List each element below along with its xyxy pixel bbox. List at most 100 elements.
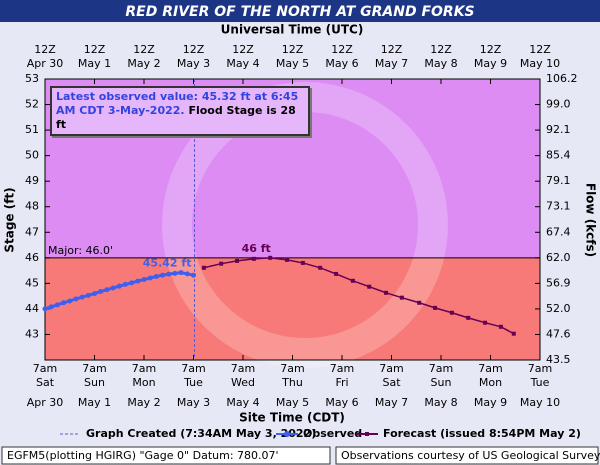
observed-point (178, 270, 184, 276)
observed-point (67, 298, 73, 304)
forecast-point (466, 315, 471, 320)
top-axis-title: Universal Time (UTC) (221, 23, 364, 37)
x-tick-weekday: Sat (36, 376, 55, 389)
observed-point (135, 278, 141, 284)
y2-tick-label: 85.4 (546, 149, 571, 162)
flood-stage-text: Flood Stage is 28 ft (56, 104, 296, 131)
footer-box (335, 446, 599, 465)
y-tick-label: 49 (25, 174, 39, 187)
x-tick-date: May 6 (325, 396, 358, 409)
observed-point (85, 292, 91, 298)
x-tick-time: 7am (132, 362, 156, 375)
observed-point (98, 289, 104, 295)
observed-point (141, 277, 147, 283)
x-top-tick-date: May 5 (276, 57, 309, 70)
y2-tick-label: 56.9 (546, 276, 571, 289)
x-tick-weekday: Sat (382, 376, 401, 389)
observed-point (147, 275, 153, 281)
x-tick-date: May 10 (520, 396, 560, 409)
forecast-point (268, 255, 273, 260)
x-tick-date: May 4 (226, 396, 259, 409)
y2-tick-label: 52.0 (546, 302, 571, 315)
footer-text: Observations courtesy of US Geological S… (341, 449, 600, 462)
x-tick-time: 7am (528, 362, 552, 375)
forecast-point (449, 310, 454, 315)
observed-point (92, 291, 97, 297)
y-tick-label: 43 (25, 327, 39, 340)
peak-label: 45.42 ft (143, 257, 192, 270)
x-tick-weekday: Tue (183, 376, 203, 389)
y2-tick-label: 47.6 (546, 327, 571, 340)
y2-tick-label: 67.4 (546, 225, 571, 238)
x-top-tick-date: May 7 (375, 57, 408, 70)
y-tick-label: 53 (25, 72, 39, 85)
x-top-tick-date: May 4 (226, 57, 259, 70)
y-tick-label: 50 (25, 149, 39, 162)
observed-point (184, 271, 190, 277)
forecast-point (433, 305, 438, 310)
x-tick-date: May 8 (424, 396, 457, 409)
forecast-point (334, 271, 339, 276)
x-tick-time: 7am (33, 362, 57, 375)
x-tick-time: 7am (231, 362, 255, 375)
peak-label: 46 ft (242, 242, 271, 255)
forecast-point (384, 290, 389, 295)
x-top-tick-time: 12Z (331, 43, 353, 56)
x-tick-time: 7am (379, 362, 403, 375)
x-tick-date: May 2 (127, 396, 160, 409)
x-tick-date: May 9 (474, 396, 507, 409)
x-tick-date: May 1 (78, 396, 111, 409)
chart-title: RED RIVER OF THE NORTH AT GRAND FORKS (125, 4, 474, 20)
x-tick-weekday: Wed (231, 376, 255, 389)
observed-point (79, 294, 85, 300)
x-top-tick-date: May 10 (520, 57, 560, 70)
title-bar (0, 0, 600, 22)
major-label: Major: 46.0' (48, 244, 113, 257)
x-top-tick-date: May 6 (325, 57, 358, 70)
forecast-point (219, 261, 224, 266)
series-line (203, 257, 515, 335)
legend-marker (284, 431, 290, 437)
x-tick-date: May 3 (177, 396, 210, 409)
footer-text: EGFM5(plotting HGIRG) "Gage 0" Datum: 78… (7, 449, 279, 462)
x-top-tick-time: 12Z (232, 43, 254, 56)
forecast-point (511, 331, 516, 336)
x-top-tick-time: 12Z (381, 43, 403, 56)
forecast-point (498, 324, 503, 329)
x-tick-time: 7am (181, 362, 205, 375)
forecast-point (251, 256, 256, 261)
x-top-tick-time: 12Z (34, 43, 56, 56)
below-major-region (45, 257, 540, 360)
x-tick-time: 7am (82, 362, 106, 375)
forecast-point (399, 295, 404, 300)
x-tick-weekday: Thu (281, 376, 303, 389)
observed-point (48, 304, 54, 310)
x-top-tick-date: Apr 30 (27, 57, 64, 70)
x-tick-date: May 7 (375, 396, 408, 409)
observed-point (172, 270, 178, 276)
y-tick-label: 44 (25, 302, 39, 315)
legend-label: Graph Created (7:34AM May 3, 2022) (86, 427, 316, 440)
forecast-point (201, 265, 206, 270)
y-tick-label: 51 (25, 123, 39, 136)
observed-point (110, 285, 116, 291)
x-top-tick-time: 12Z (529, 43, 551, 56)
footer-box (1, 446, 331, 465)
forecast-point (235, 258, 240, 263)
x-top-tick-date: May 1 (78, 57, 111, 70)
x-tick-weekday: Fri (335, 376, 348, 389)
x-tick-weekday: Sun (84, 376, 105, 389)
y-axis-title: Stage (ft) (3, 187, 17, 252)
x-top-tick-date: May 3 (177, 57, 210, 70)
x-top-tick-time: 12Z (133, 43, 155, 56)
x-top-tick-date: May 8 (424, 57, 457, 70)
forecast-point (300, 260, 305, 265)
y2-tick-label: 43.5 (546, 353, 571, 366)
y2-tick-label: 79.1 (546, 174, 571, 187)
x-top-tick-time: 12Z (282, 43, 304, 56)
y2-tick-label: 92.1 (546, 123, 571, 136)
x-top-tick-time: 12Z (430, 43, 452, 56)
legend-label: Forecast (issued 8:54PM May 2) (383, 427, 581, 440)
forecast-point (285, 257, 290, 262)
